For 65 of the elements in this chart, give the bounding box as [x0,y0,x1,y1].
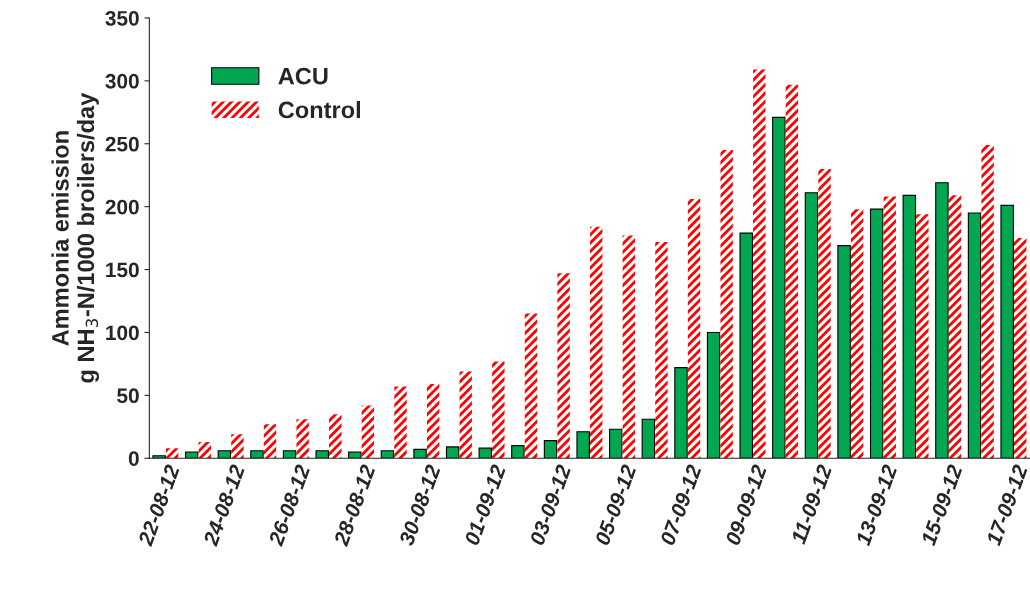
bar [152,455,166,459]
bar [869,208,884,459]
bar [184,451,199,459]
bar [543,440,558,459]
bar [231,434,244,459]
legend-label: ACU [278,67,328,85]
bar [720,150,733,459]
bar [948,195,962,459]
bar [329,414,342,459]
bar [981,145,994,459]
bar [655,241,668,459]
bar [739,232,753,459]
bar [380,450,395,459]
bar [282,450,297,459]
y-tick-label: 250 [105,136,139,152]
bar [263,424,277,459]
y-tick-label: 100 [106,325,139,341]
bar [785,84,799,459]
bar [348,451,362,459]
bar [753,69,766,459]
bar [478,447,493,459]
bar [165,448,179,459]
bar [1014,238,1027,459]
bar [902,194,917,459]
y-axis-title: Ammonia emission g NH$_{3}$-N/1000 broilers/day [51,92,99,383]
bar [674,367,688,459]
bar [296,419,309,459]
y-tick-label: 200 [105,199,139,215]
bar [492,361,505,459]
bar [217,450,232,459]
bar [772,116,786,459]
bar [413,448,427,459]
bar [850,209,864,459]
bar [641,418,656,459]
y-tick-label: 0 [128,451,139,466]
bar [837,245,851,459]
bar [1000,204,1014,459]
legend-label: Control [278,100,360,119]
bar [315,450,329,459]
bar [967,212,982,459]
bar [511,445,525,459]
bar [818,168,831,459]
bar [935,182,949,459]
bar [250,450,264,459]
bar [916,214,929,459]
bar [524,313,538,459]
bar [622,235,636,459]
bar [394,386,407,459]
bar [590,226,603,459]
bar [426,384,440,459]
bar [459,371,472,459]
y-tick-label: 50 [117,388,139,404]
bar [883,196,896,459]
bar [687,199,701,459]
bar [198,441,211,459]
bar [706,331,721,459]
bar [576,431,590,459]
bar [557,273,570,459]
bar [609,428,623,459]
bar [361,405,375,459]
bar [804,192,819,459]
y-tick-label: 300 [105,73,139,89]
y-tick-label: 350 [105,10,139,26]
y-tick-label: 150 [106,262,139,278]
bar [445,446,460,459]
